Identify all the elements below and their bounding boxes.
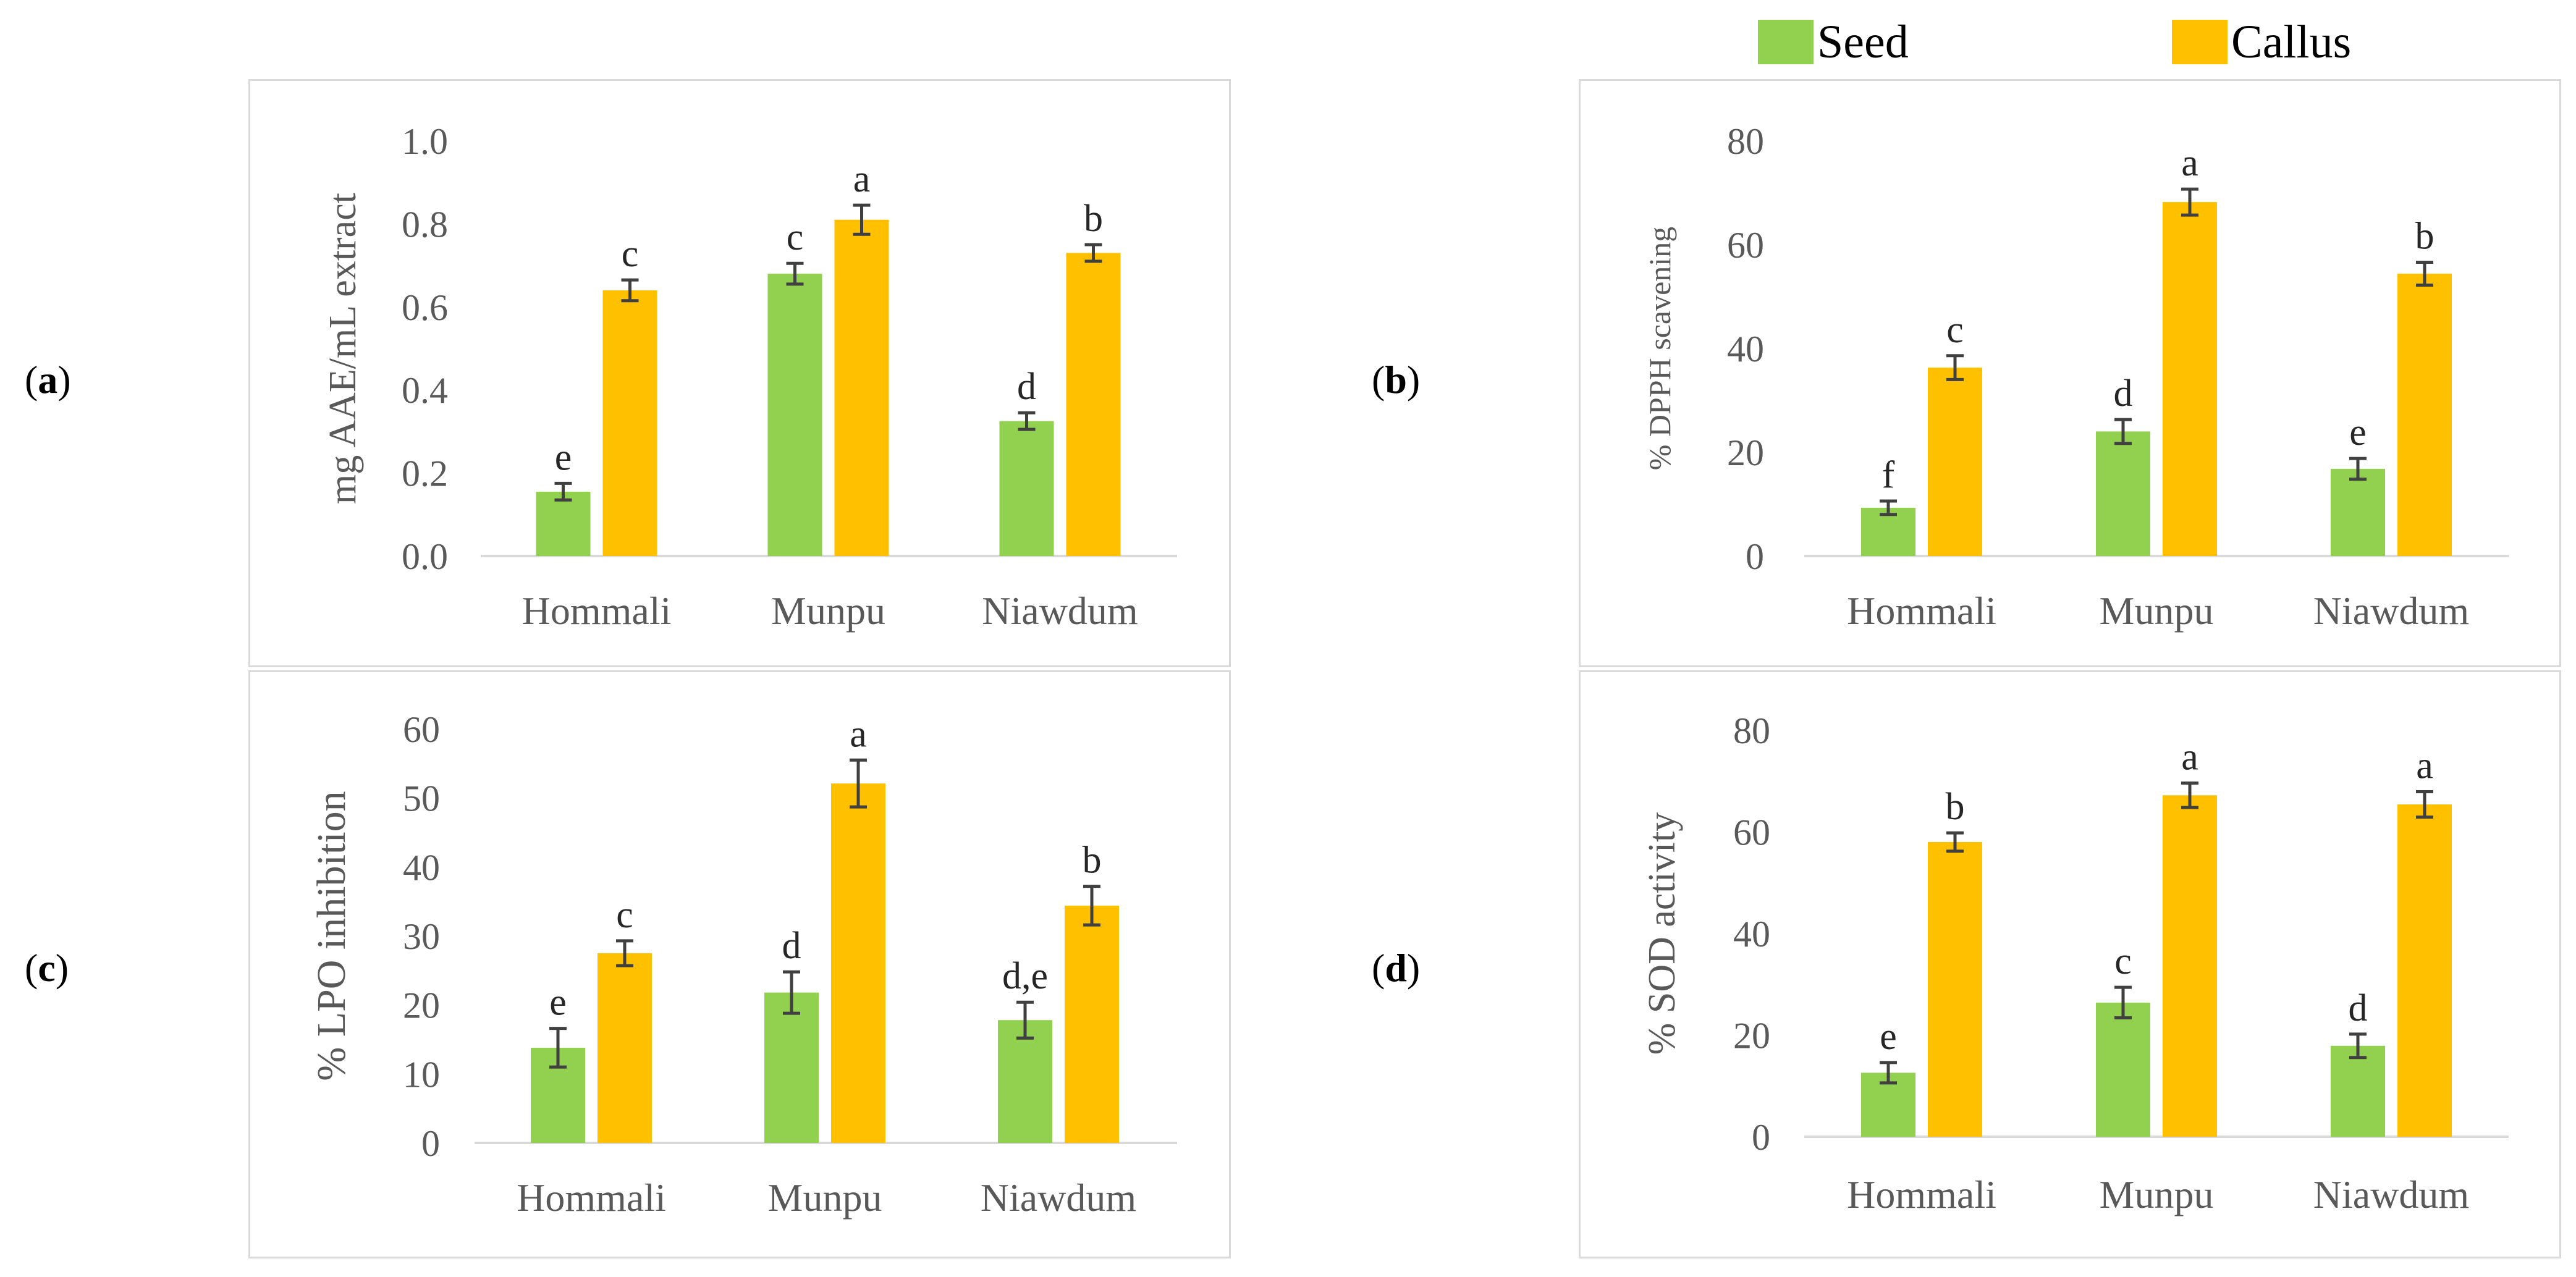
legend-callus-label: Callus xyxy=(2231,15,2352,68)
significance-letter: a xyxy=(853,158,871,200)
significance-letter: d,e xyxy=(1002,955,1048,997)
y-tick-label: 80 xyxy=(1727,121,1764,162)
bar-callus-niawdum xyxy=(1066,253,1121,556)
panel-a-frame xyxy=(248,79,1231,667)
significance-letter: e xyxy=(555,436,572,478)
significance-letter: a xyxy=(850,713,867,755)
panel-label-b: (b) xyxy=(1372,358,1421,402)
legend-callus: Callus xyxy=(2172,15,2352,68)
significance-letter: b xyxy=(1084,198,1103,240)
y-tick-label: 0.2 xyxy=(402,453,448,494)
significance-letter: e xyxy=(549,982,567,1024)
y-tick-label: 50 xyxy=(403,778,440,819)
bar-callus-munpu xyxy=(831,783,885,1143)
x-tick-label: Hommali xyxy=(522,589,672,633)
bar-seed-hommali xyxy=(536,491,591,556)
y-tick-label: 60 xyxy=(403,709,440,750)
significance-letter: b xyxy=(2415,216,2435,258)
significance-letter: a xyxy=(2181,142,2198,184)
bar-callus-hommali xyxy=(1928,368,1982,556)
significance-letter: d xyxy=(1017,366,1036,408)
y-axis-title: % LPO inhibition xyxy=(309,791,354,1081)
x-tick-label: Munpu xyxy=(2100,589,2214,633)
y-tick-label: 80 xyxy=(1733,710,1770,751)
significance-letter: c xyxy=(622,233,639,275)
significance-letter: f xyxy=(1882,454,1895,496)
x-tick-label: Hommali xyxy=(517,1176,666,1220)
x-tick-label: Niawdum xyxy=(982,589,1138,633)
bar-seed-munpu xyxy=(2096,1002,2150,1137)
significance-letter: b xyxy=(1946,786,1965,828)
bar-seed-munpu xyxy=(764,992,819,1143)
panel-label-d: (d) xyxy=(1372,946,1421,990)
y-axis-title: mg AAE/mL extract xyxy=(322,193,364,504)
significance-letter: d xyxy=(2114,373,2133,415)
legend-seed-swatch xyxy=(1758,20,1814,64)
bar-callus-niawdum xyxy=(2397,274,2452,556)
y-tick-label: 1.0 xyxy=(402,121,448,162)
y-tick-label: 0 xyxy=(421,1123,440,1164)
panel-d-frame xyxy=(1579,670,2561,1258)
panel-label-c: (c) xyxy=(25,946,69,990)
y-tick-label: 60 xyxy=(1727,225,1764,266)
significance-letter: e xyxy=(1880,1016,1897,1058)
y-tick-label: 0.6 xyxy=(402,287,448,328)
x-tick-label: Hommali xyxy=(1847,589,1996,633)
y-tick-label: 40 xyxy=(1733,914,1770,955)
y-tick-label: 20 xyxy=(403,985,440,1026)
panel-label-a: (a) xyxy=(25,358,71,402)
y-tick-label: 0.4 xyxy=(402,370,448,411)
panel-b-frame xyxy=(1579,79,2561,667)
y-tick-label: 0.0 xyxy=(402,536,448,577)
bar-callus-niawdum xyxy=(2397,804,2452,1137)
significance-letter: d xyxy=(782,925,801,967)
bar-seed-niawdum xyxy=(999,421,1054,556)
x-tick-label: Niawdum xyxy=(981,1176,1136,1220)
bar-seed-niawdum xyxy=(2331,468,2385,556)
x-tick-label: Munpu xyxy=(2100,1173,2214,1216)
bar-seed-munpu xyxy=(2096,431,2150,556)
panel-c-frame xyxy=(248,670,1231,1258)
bar-callus-hommali xyxy=(1928,841,1982,1137)
significance-letter: d xyxy=(2349,987,2368,1029)
y-tick-label: 0 xyxy=(1746,536,1764,577)
legend-callus-swatch xyxy=(2172,20,2228,64)
significance-letter: a xyxy=(2181,736,2198,778)
significance-letter: c xyxy=(787,216,804,258)
bar-callus-niawdum xyxy=(1065,905,1119,1143)
y-tick-label: 60 xyxy=(1733,812,1770,853)
significance-letter: c xyxy=(1946,309,1964,351)
x-tick-label: Niawdum xyxy=(2313,1173,2469,1216)
bar-callus-munpu xyxy=(834,219,889,556)
bar-callus-munpu xyxy=(2163,795,2217,1137)
bar-callus-hommali xyxy=(598,953,652,1143)
y-tick-label: 20 xyxy=(1727,432,1764,473)
legend-seed: Seed xyxy=(1758,15,1909,68)
y-tick-label: 40 xyxy=(403,847,440,888)
bar-seed-munpu xyxy=(767,274,822,556)
y-tick-label: 0.8 xyxy=(402,204,448,245)
y-tick-label: 40 xyxy=(1727,329,1764,369)
bar-seed-niawdum xyxy=(2331,1045,2385,1137)
y-axis-title: % SOD activity xyxy=(1641,812,1683,1055)
x-tick-label: Munpu xyxy=(768,1176,882,1220)
bar-callus-hommali xyxy=(602,290,657,556)
significance-letter: a xyxy=(2416,745,2433,787)
y-axis-title: % DPPH scavening xyxy=(1642,227,1677,470)
bar-seed-niawdum xyxy=(998,1020,1052,1143)
y-tick-label: 0 xyxy=(1752,1117,1770,1158)
bar-callus-munpu xyxy=(2163,202,2217,556)
y-tick-label: 30 xyxy=(403,916,440,957)
x-tick-label: Hommali xyxy=(1847,1173,1996,1216)
significance-letter: c xyxy=(616,894,633,936)
significance-letter: c xyxy=(2114,940,2132,982)
x-tick-label: Munpu xyxy=(771,589,885,633)
x-tick-label: Niawdum xyxy=(2313,589,2469,633)
legend-seed-label: Seed xyxy=(1817,15,1909,68)
significance-letter: b xyxy=(1083,840,1102,882)
significance-letter: e xyxy=(2349,411,2367,453)
y-tick-label: 10 xyxy=(403,1054,440,1095)
y-tick-label: 20 xyxy=(1733,1016,1770,1056)
